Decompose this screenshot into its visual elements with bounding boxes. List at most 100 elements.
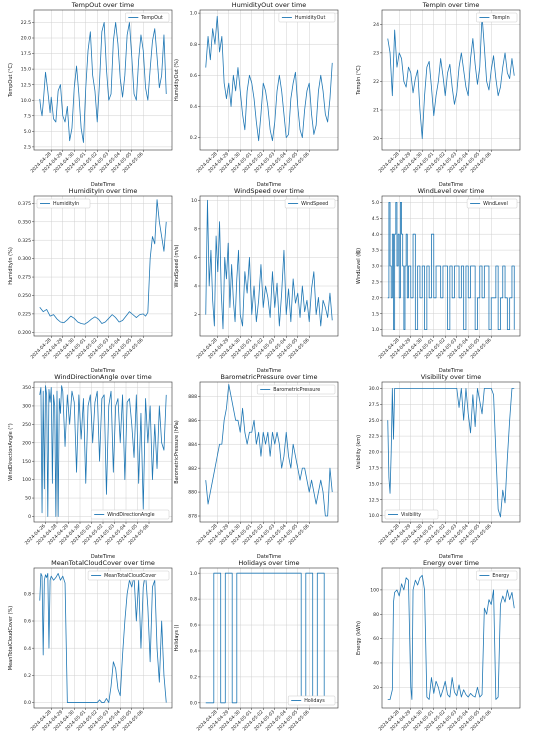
y-axis-label: WindSpeed (m/s) <box>174 245 180 288</box>
winddirectionangle-series-line <box>39 385 167 517</box>
y-tick-label: 10 <box>191 198 197 204</box>
chart-title: Holidays over time <box>238 559 299 567</box>
y-tick-label: 20.0 <box>369 450 379 456</box>
energy-series-line <box>387 574 515 700</box>
chart-title: WindSpeed over time <box>234 187 304 195</box>
y-tick-label: 5.0 <box>24 129 31 135</box>
y-tick-label: 0.2 <box>190 135 197 141</box>
y-axis-label: Visibility (km) <box>356 435 362 469</box>
visibility-chart: 10.012.515.017.520.022.525.027.530.02024… <box>356 373 521 560</box>
x-axis-label: DateTime <box>91 554 115 560</box>
y-tick-label: 3.0 <box>372 264 379 270</box>
y-tick-label: 22.5 <box>369 434 379 440</box>
legend-label: HumidityOut <box>295 15 326 21</box>
x-axis-label: DateTime <box>257 368 281 374</box>
y-tick-label: 20.0 <box>21 36 31 42</box>
y-tick-label: 40 <box>373 661 379 667</box>
chart-title: WindDirectionAngle over time <box>54 373 152 381</box>
y-axis-label: Energy (kWh) <box>356 621 362 655</box>
y-tick-label: 0.2 <box>190 674 197 680</box>
y-tick-label: 15.0 <box>21 67 31 73</box>
y-axis-label: WindDirectionAngle (°) <box>8 423 14 480</box>
y-tick-label: 0 <box>28 514 31 520</box>
plot-frame <box>381 9 521 151</box>
legend-box <box>476 12 518 23</box>
y-tick-label: 50 <box>25 496 31 502</box>
legend-label: Holidays <box>304 698 325 704</box>
humidityout-chart: 0.20.40.60.81.02024-04-282024-04-292024-… <box>174 1 339 188</box>
legend-label: Visibility <box>401 512 421 518</box>
legend-label: WindDirectionAngle <box>107 512 154 518</box>
y-tick-label: 0.4 <box>190 649 197 655</box>
y-tick-label: 250 <box>22 422 31 428</box>
y-tick-label: 17.5 <box>369 466 379 472</box>
humidityin-chart: 0.200 0.225 0.250 0.275 0.300 0.325 0.350 0.375… <box>8 187 173 374</box>
legend-label: BarometricPressure <box>273 387 320 393</box>
legend-box <box>256 384 336 395</box>
tempin-series-line <box>387 15 515 139</box>
y-tick-label: 150 <box>22 459 31 465</box>
plot-frame <box>199 9 339 151</box>
y-tick-label: 0.8 <box>190 42 197 48</box>
plot-frame <box>199 195 339 337</box>
y-tick-label: 0.375 <box>18 201 31 207</box>
energy-chart: 204060801002024-04-282024-04-292024-04-3… <box>356 559 521 732</box>
y-tick-label: 22.5 <box>21 20 31 26</box>
legend-label: WindSpeed <box>301 201 328 207</box>
y-tick-label: 30.0 <box>369 386 379 392</box>
chart-title: Energy over time <box>423 559 479 567</box>
plot-frame <box>199 567 339 709</box>
y-tick-label: 882 <box>188 466 197 472</box>
plot-frame <box>33 567 173 709</box>
x-axis-label: DateTime <box>439 368 463 374</box>
y-tick-label: 4.0 <box>372 232 379 238</box>
y-axis-label: WindLevel (级) <box>355 248 362 284</box>
y-tick-label: 0.0 <box>190 700 197 706</box>
y-tick-label: 0.200 <box>18 330 31 336</box>
windspeed-chart: 2468102024-04-282024-04-292024-04-302024… <box>174 187 339 374</box>
y-tick-label: 10.0 <box>21 98 31 104</box>
legend: Energy <box>476 570 518 581</box>
legend: WindDirectionAngle <box>90 509 170 520</box>
y-tick-label: 3.5 <box>372 248 379 254</box>
y-tick-label: 20 <box>373 685 379 691</box>
legend: WindLevel <box>466 198 518 209</box>
legend-box <box>87 570 170 581</box>
legend: TempOut <box>125 12 170 23</box>
legend-box <box>278 12 336 23</box>
chart-title: MeanTotalCloudCover over time <box>51 559 155 567</box>
legend: WindSpeed <box>284 198 336 209</box>
y-tick-label: 17.5 <box>21 51 31 57</box>
legend-box <box>287 695 336 706</box>
y-tick-label: 300 <box>22 404 31 410</box>
plot-frame <box>33 9 173 151</box>
legend-box <box>284 198 336 209</box>
legend-label: Energy <box>492 573 509 579</box>
humidityin-series-line <box>39 199 167 325</box>
legend-label: WindLevel <box>483 201 508 207</box>
y-tick-label: 4 <box>194 284 197 290</box>
x-axis-label: DateTime <box>257 182 281 188</box>
windlevel-series-line <box>387 201 515 331</box>
y-tick-label: 2.5 <box>372 280 379 286</box>
y-tick-label: 2.5 <box>24 144 31 150</box>
tempout-series-line <box>39 22 167 143</box>
legend: TempIn <box>476 12 518 23</box>
y-tick-label: 0.225 <box>18 311 31 317</box>
y-tick-label: 8 <box>194 226 197 232</box>
y-tick-label: 880 <box>188 490 197 496</box>
legend-label: HumidityIn <box>53 201 79 207</box>
y-tick-label: 0.0 <box>24 700 31 706</box>
y-tick-label: 0.4 <box>190 104 197 110</box>
humidityout-series-line <box>205 15 333 142</box>
legend-label: MeanTotalCloudCover <box>104 573 156 579</box>
visibility-series-line <box>387 387 515 518</box>
legend-label: TempIn <box>491 15 509 21</box>
plot-frame <box>381 567 521 709</box>
y-tick-label: 0.300 <box>18 256 31 262</box>
y-tick-label: 20 <box>373 136 379 142</box>
y-tick-label: 2.0 <box>372 295 379 301</box>
legend: HumidityIn <box>36 198 91 209</box>
chart-title: HumidityIn over time <box>69 187 138 195</box>
